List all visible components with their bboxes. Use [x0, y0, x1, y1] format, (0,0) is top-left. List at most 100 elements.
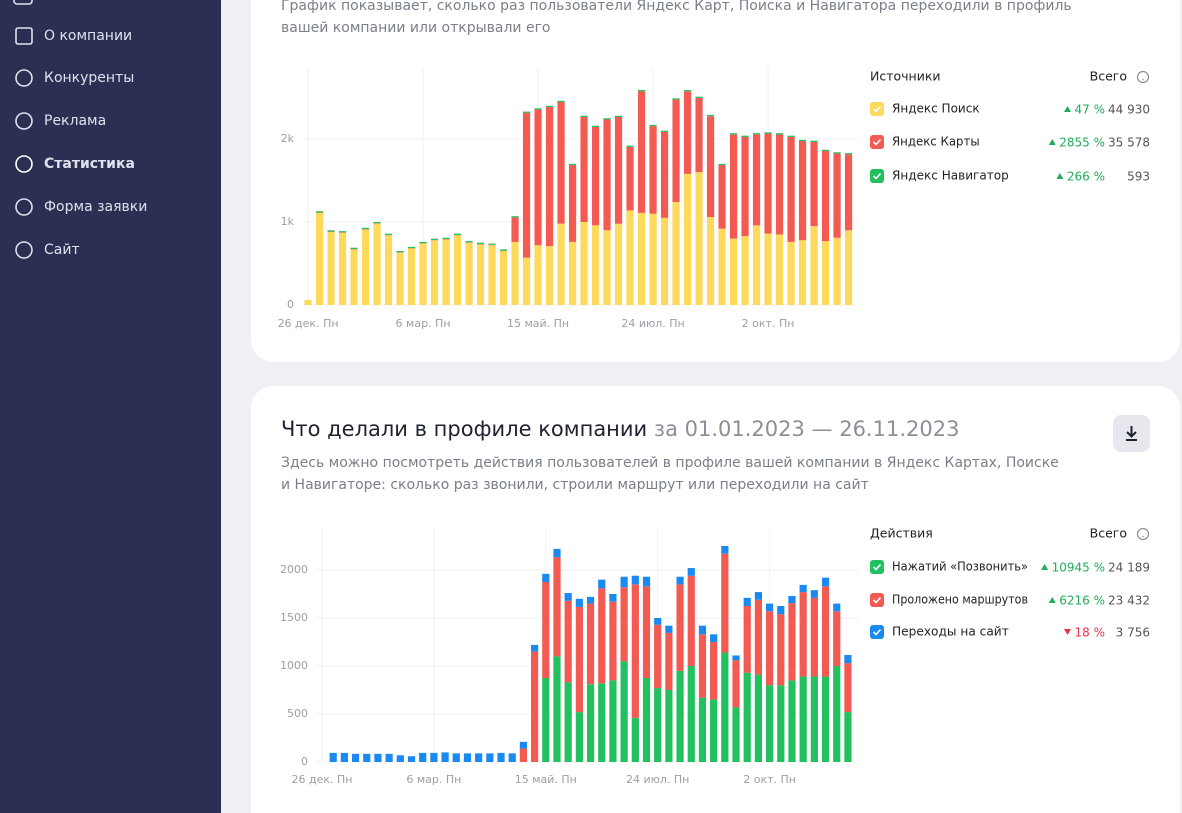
y-tick-label: 1k: [281, 215, 295, 228]
bar-segment: [654, 624, 662, 689]
bar-segment: [754, 592, 763, 600]
bar-segment: [718, 228, 726, 305]
trend-arrow: [1064, 106, 1071, 112]
bar-segment: [660, 217, 669, 305]
legend-item[interactable]: Яндекс Поиск 47 % 44 930: [870, 101, 1150, 117]
legend-label: Проложено маршрутов: [892, 592, 1028, 607]
bar-segment: [534, 245, 542, 305]
bar-segment: [486, 753, 494, 762]
bar-segment: [743, 606, 751, 673]
legend-item[interactable]: Яндекс Навигатор 266 % 593: [870, 168, 1150, 184]
bar-segment: [373, 223, 381, 305]
bar-segment: [497, 752, 505, 762]
nav-item[interactable]: Реклама: [15, 112, 106, 130]
bar-segment: [315, 211, 324, 213]
bar-segment: [642, 576, 651, 587]
legend-checkbox: [870, 102, 884, 116]
trend-arrow: [1048, 139, 1056, 145]
description: Здесь можно посмотреть действия пользова…: [281, 455, 1059, 471]
legend-item[interactable]: Нажатий «Позвонить» 10945 % 24 189: [870, 559, 1150, 575]
bar-segment: [799, 592, 807, 677]
bar-segment: [683, 173, 692, 305]
bar-segment: [508, 753, 516, 762]
bar-segment: [798, 240, 807, 305]
bar-segment: [710, 634, 718, 642]
bar-segment: [833, 237, 841, 305]
bar-segment: [754, 599, 763, 675]
check-mark: [872, 172, 882, 180]
bar-segment: [407, 756, 416, 762]
bar-segment: [687, 575, 695, 666]
description: График показывает, сколько раз пользоват…: [281, 0, 1072, 14]
legend-checkbox: [870, 593, 884, 607]
bar-segment: [683, 90, 692, 92]
bar-segment: [430, 240, 439, 305]
bar-segment: [351, 753, 360, 762]
legend-item[interactable]: Проложено маршрутов 6216 % 23 432: [870, 592, 1150, 608]
bar-segment: [788, 595, 796, 604]
bar-segment: [672, 99, 680, 203]
bar-segment: [580, 117, 588, 222]
nav-item[interactable]: Сайт: [15, 241, 80, 259]
nav-item[interactable]: Форма заявки: [15, 198, 147, 216]
bar-segment: [609, 594, 617, 602]
bar-segment: [304, 300, 312, 305]
bar-segment: [787, 135, 795, 137]
bar-segment: [765, 685, 774, 762]
y-tick-label: 0: [287, 298, 294, 311]
bar-segment: [591, 125, 600, 127]
bar-segment: [488, 245, 496, 305]
bar-segment: [698, 697, 707, 762]
nav-label: Статистика: [44, 156, 135, 172]
bar-segment: [557, 102, 565, 224]
bar-segment: [718, 163, 726, 166]
bar-segment: [741, 135, 749, 137]
nav-item[interactable]: Статистика: [15, 155, 135, 173]
bar-segment: [649, 213, 657, 305]
bar-segment: [564, 682, 572, 762]
bar-segment: [315, 212, 324, 305]
bar-segment: [557, 223, 565, 305]
nav-item[interactable]: Конкуренты: [15, 69, 134, 87]
change: 18 %: [1075, 626, 1106, 640]
total-label: Всего: [1090, 526, 1127, 541]
bar-segment: [564, 600, 572, 683]
bar-segment: [695, 172, 703, 305]
nav-icon: [15, 241, 33, 259]
bar-segment: [475, 753, 483, 762]
x-tick-label: 6 мар. Пн: [406, 773, 461, 786]
bar-segment: [665, 632, 673, 690]
bar-segment: [522, 111, 531, 113]
bar-segment: [396, 251, 404, 253]
bar-segment: [764, 233, 772, 305]
bar-segment: [718, 165, 726, 229]
bar-segment: [721, 553, 729, 653]
bar-segment: [741, 136, 749, 237]
bar-segment: [637, 91, 646, 213]
bar-segment: [777, 614, 785, 686]
bar-segment: [695, 96, 703, 98]
legend-item[interactable]: Переходы на сайт 18 % 3 756: [870, 624, 1150, 640]
total: 44 930: [1108, 103, 1150, 117]
bar-segment: [488, 243, 496, 245]
bar-segment: [620, 587, 628, 662]
bar-segment: [614, 115, 623, 118]
bar-segment: [338, 231, 347, 233]
bar-segment: [620, 661, 628, 762]
legend-item[interactable]: Яндекс Карты 2855 % 35 578: [870, 134, 1150, 150]
bar-segment: [586, 596, 595, 604]
y-tick-label: 500: [287, 707, 308, 720]
legend-label: Переходы на сайт: [892, 624, 1009, 639]
bar-segment: [798, 141, 807, 241]
change: 10945 %: [1052, 561, 1105, 575]
bar-segment: [810, 226, 818, 305]
bar-segment: [453, 233, 462, 235]
bar-segment: [396, 755, 404, 762]
total: 24 189: [1108, 561, 1150, 575]
download-button[interactable]: [1113, 415, 1150, 452]
bar-segment: [442, 239, 450, 305]
nav-item[interactable]: О компании: [15, 27, 132, 45]
bar-segment: [465, 241, 473, 243]
bar-segment: [752, 225, 761, 305]
